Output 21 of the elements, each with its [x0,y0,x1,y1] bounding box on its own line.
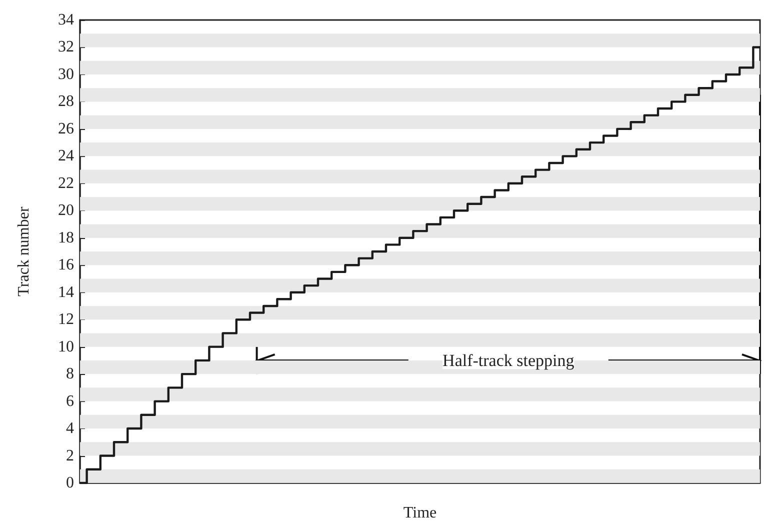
y-tick-label: 12 [58,311,74,328]
y-tick-label: 0 [66,474,74,492]
x-axis-title: Time [403,504,437,522]
annotation: Half-track stepping [442,350,575,370]
y-tick-label: 16 [58,256,74,274]
y-tick-label: 8 [66,366,74,383]
y-tick-label: 22 [58,174,74,192]
y-tick-label: 28 [58,93,74,110]
y-tick-label: 24 [58,148,74,165]
y-axis-title: Track number [16,206,32,296]
y-tick-label: 26 [58,120,74,138]
y-tick-label: 10 [58,338,74,356]
y-tick-label: 34 [58,12,74,28]
y-tick-label: 4 [66,420,74,438]
y-tick-label: 30 [58,66,74,83]
y-tick-label: 2 [66,447,74,464]
y-tick-label: 20 [58,202,74,220]
y-tick-label: 14 [58,284,74,301]
y-tick-label: 32 [58,38,74,56]
y-tick-label: 6 [66,392,74,410]
y-tick-label: 18 [58,229,74,246]
